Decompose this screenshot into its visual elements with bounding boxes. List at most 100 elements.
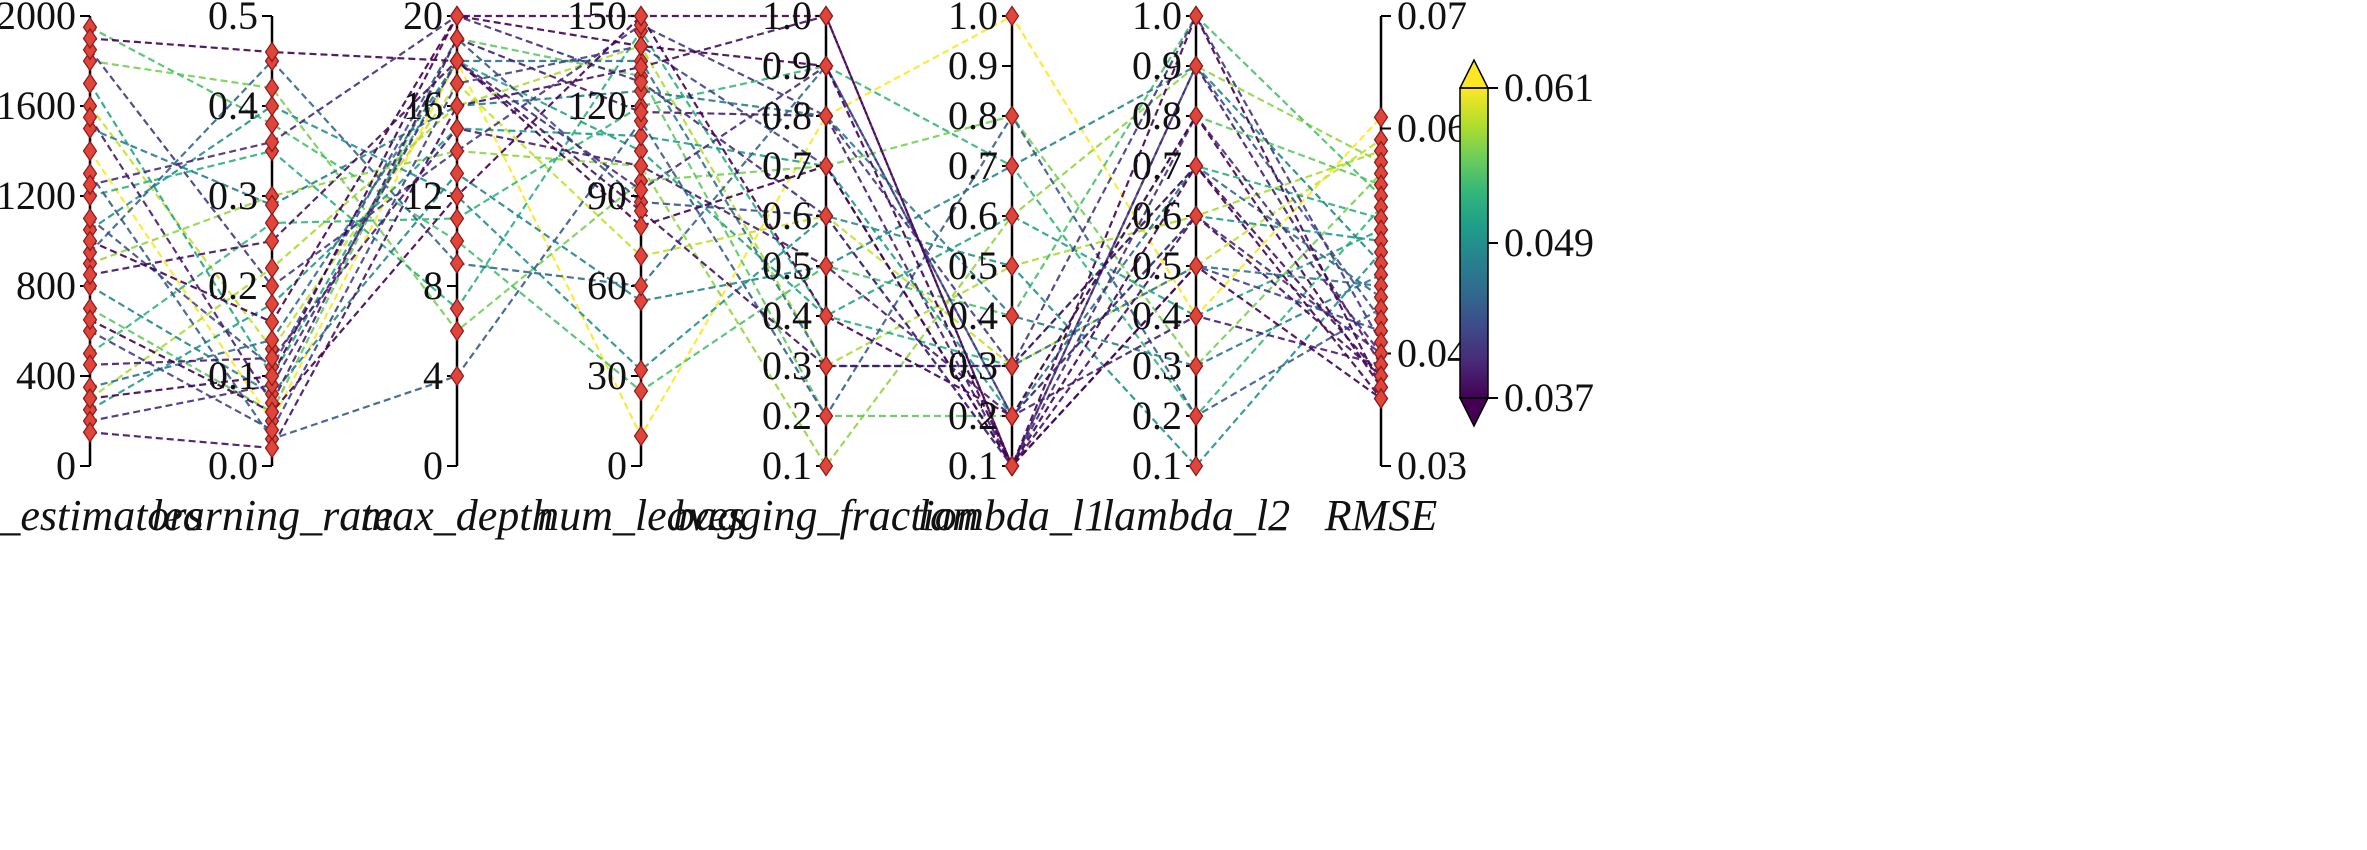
trial-line-22: [89, 127, 1382, 418]
tick-label: 0: [423, 443, 443, 488]
trial-marker: [818, 105, 834, 127]
trial-marker: [82, 174, 98, 196]
tick-label: 0.1: [1132, 443, 1182, 488]
trial-marker: [264, 113, 280, 135]
trial-marker: [449, 5, 465, 27]
tick-label: 0.0: [208, 443, 258, 488]
trial-marker: [633, 56, 649, 78]
trial-marker: [264, 293, 280, 315]
trial-marker: [818, 5, 834, 27]
trial-marker: [633, 101, 649, 123]
trial-marker: [818, 455, 834, 477]
trial-marker: [264, 311, 280, 333]
tick-label: 0.9: [948, 43, 998, 88]
tick-label: 0.4: [762, 293, 812, 338]
tick-label: 1.0: [948, 0, 998, 38]
axis-lambda_l2: 0.1 0.2 0.3 0.4 0.5 0.6 0.7 0.8 0.9 1.0 lambda_l2: [1102, 0, 1290, 540]
tick-label: 0.6: [948, 193, 998, 238]
trial-marker: [449, 95, 465, 117]
tick-label: 20: [403, 0, 443, 38]
trial-line-4: [89, 59, 1382, 368]
tick-label: 0.4: [208, 83, 258, 128]
trial-line-12: [89, 64, 1382, 396]
trial-marker: [449, 185, 465, 207]
trial-marker: [818, 55, 834, 77]
trial-marker: [449, 297, 465, 320]
tick-label: 0.1: [948, 443, 998, 488]
tick-label: 30: [587, 353, 627, 398]
trial-marker: [82, 106, 98, 128]
trial-marker: [82, 264, 98, 286]
trial-marker: [818, 405, 834, 427]
trial-line-1: [89, 81, 1382, 368]
trial-marker: [1004, 405, 1020, 427]
trial-marker: [1004, 305, 1020, 327]
colorbar-tick-label: 0.061: [1504, 65, 1594, 110]
tick-label: 0.06: [1397, 106, 1467, 151]
trial-line-5: [89, 37, 1382, 418]
trial-marker: [264, 41, 280, 63]
axis-lambda_l1: 0.1 0.2 0.3 0.4 0.5 0.6 0.7 0.8 0.9 1.0 lambda_l1: [918, 0, 1106, 540]
trial-marker: [449, 365, 465, 387]
trial-line-23: [89, 37, 1382, 469]
trial-marker: [449, 230, 465, 252]
axis-max_depth: 0 4 8 12 16 20 max_depth: [360, 0, 553, 540]
tick-label: 0.1: [762, 443, 812, 488]
trial-marker: [818, 355, 834, 377]
trial-marker: [449, 50, 465, 72]
trial-line-16: [89, 113, 1382, 441]
trial-marker: [82, 72, 98, 95]
tick-label: 4: [423, 353, 443, 398]
colorbar-gradient: [1460, 88, 1488, 398]
trial-marker: [633, 215, 649, 237]
axes: 0400800120016002000n_estimators0.00.10.2…: [0, 0, 1467, 540]
tick-label: 1.0: [762, 0, 812, 38]
tick-label: 120: [567, 83, 627, 128]
trial-marker: [449, 207, 465, 230]
axis-label-bagging_fraction: bagging_fraction: [673, 491, 979, 540]
tick-label: 0.9: [762, 43, 812, 88]
tick-label: 0.8: [948, 93, 998, 138]
axis-label-n_estimators: n_estimators: [0, 491, 204, 540]
axis-label-learning_rate: learning_rate: [151, 491, 393, 540]
trial-marker: [818, 255, 834, 277]
trial-marker: [82, 320, 98, 342]
trial-line-20: [89, 59, 1382, 423]
trial-line-6: [89, 14, 1382, 393]
trial-marker: [633, 245, 649, 267]
tick-label: 400: [16, 353, 76, 398]
trial-marker: [82, 387, 98, 410]
tick-label: 12: [403, 173, 443, 218]
tick-label: 0.7: [762, 143, 812, 188]
tick-label: 0.5: [762, 243, 812, 288]
trial-marker: [82, 421, 98, 443]
colorbar-tick-label: 0.049: [1504, 220, 1594, 265]
tick-label: 0.7: [1132, 143, 1182, 188]
trial-marker: [1004, 105, 1020, 127]
tick-label: 0.4: [1132, 293, 1182, 338]
trial-marker: [1188, 105, 1204, 127]
trial-marker: [82, 207, 98, 230]
trial-marker: [264, 212, 280, 234]
trial-marker: [264, 230, 280, 252]
tick-label: 0.5: [208, 0, 258, 38]
trial-marker: [633, 290, 649, 312]
trial-marker: [1004, 355, 1020, 377]
axis-bagging_fraction: 0.1 0.2 0.3 0.4 0.5 0.6 0.7 0.8 0.9 1.0 bagging_fr…: [673, 0, 979, 540]
trial-marker: [82, 185, 98, 207]
axis-n_estimators: 0 400 800 1200 1600 2000 n_estimators: [0, 0, 204, 540]
colorbar-extend-min: [1458, 397, 1490, 428]
trial-marker: [449, 162, 465, 185]
tick-label: 16: [403, 83, 443, 128]
trial-marker: [633, 71, 649, 93]
trial-marker: [633, 179, 649, 201]
tick-label: 0.8: [762, 93, 812, 138]
tick-label: 0.6: [1132, 193, 1182, 238]
trial-line-0: [89, 14, 1382, 439]
trial-marker: [1188, 55, 1204, 77]
trial-marker: [1004, 255, 1020, 277]
trial-marker: [818, 155, 834, 177]
tick-label: 1200: [0, 173, 76, 218]
axis-num_leaves: 0 30 60 90 120 150 num_leaves: [537, 0, 745, 540]
